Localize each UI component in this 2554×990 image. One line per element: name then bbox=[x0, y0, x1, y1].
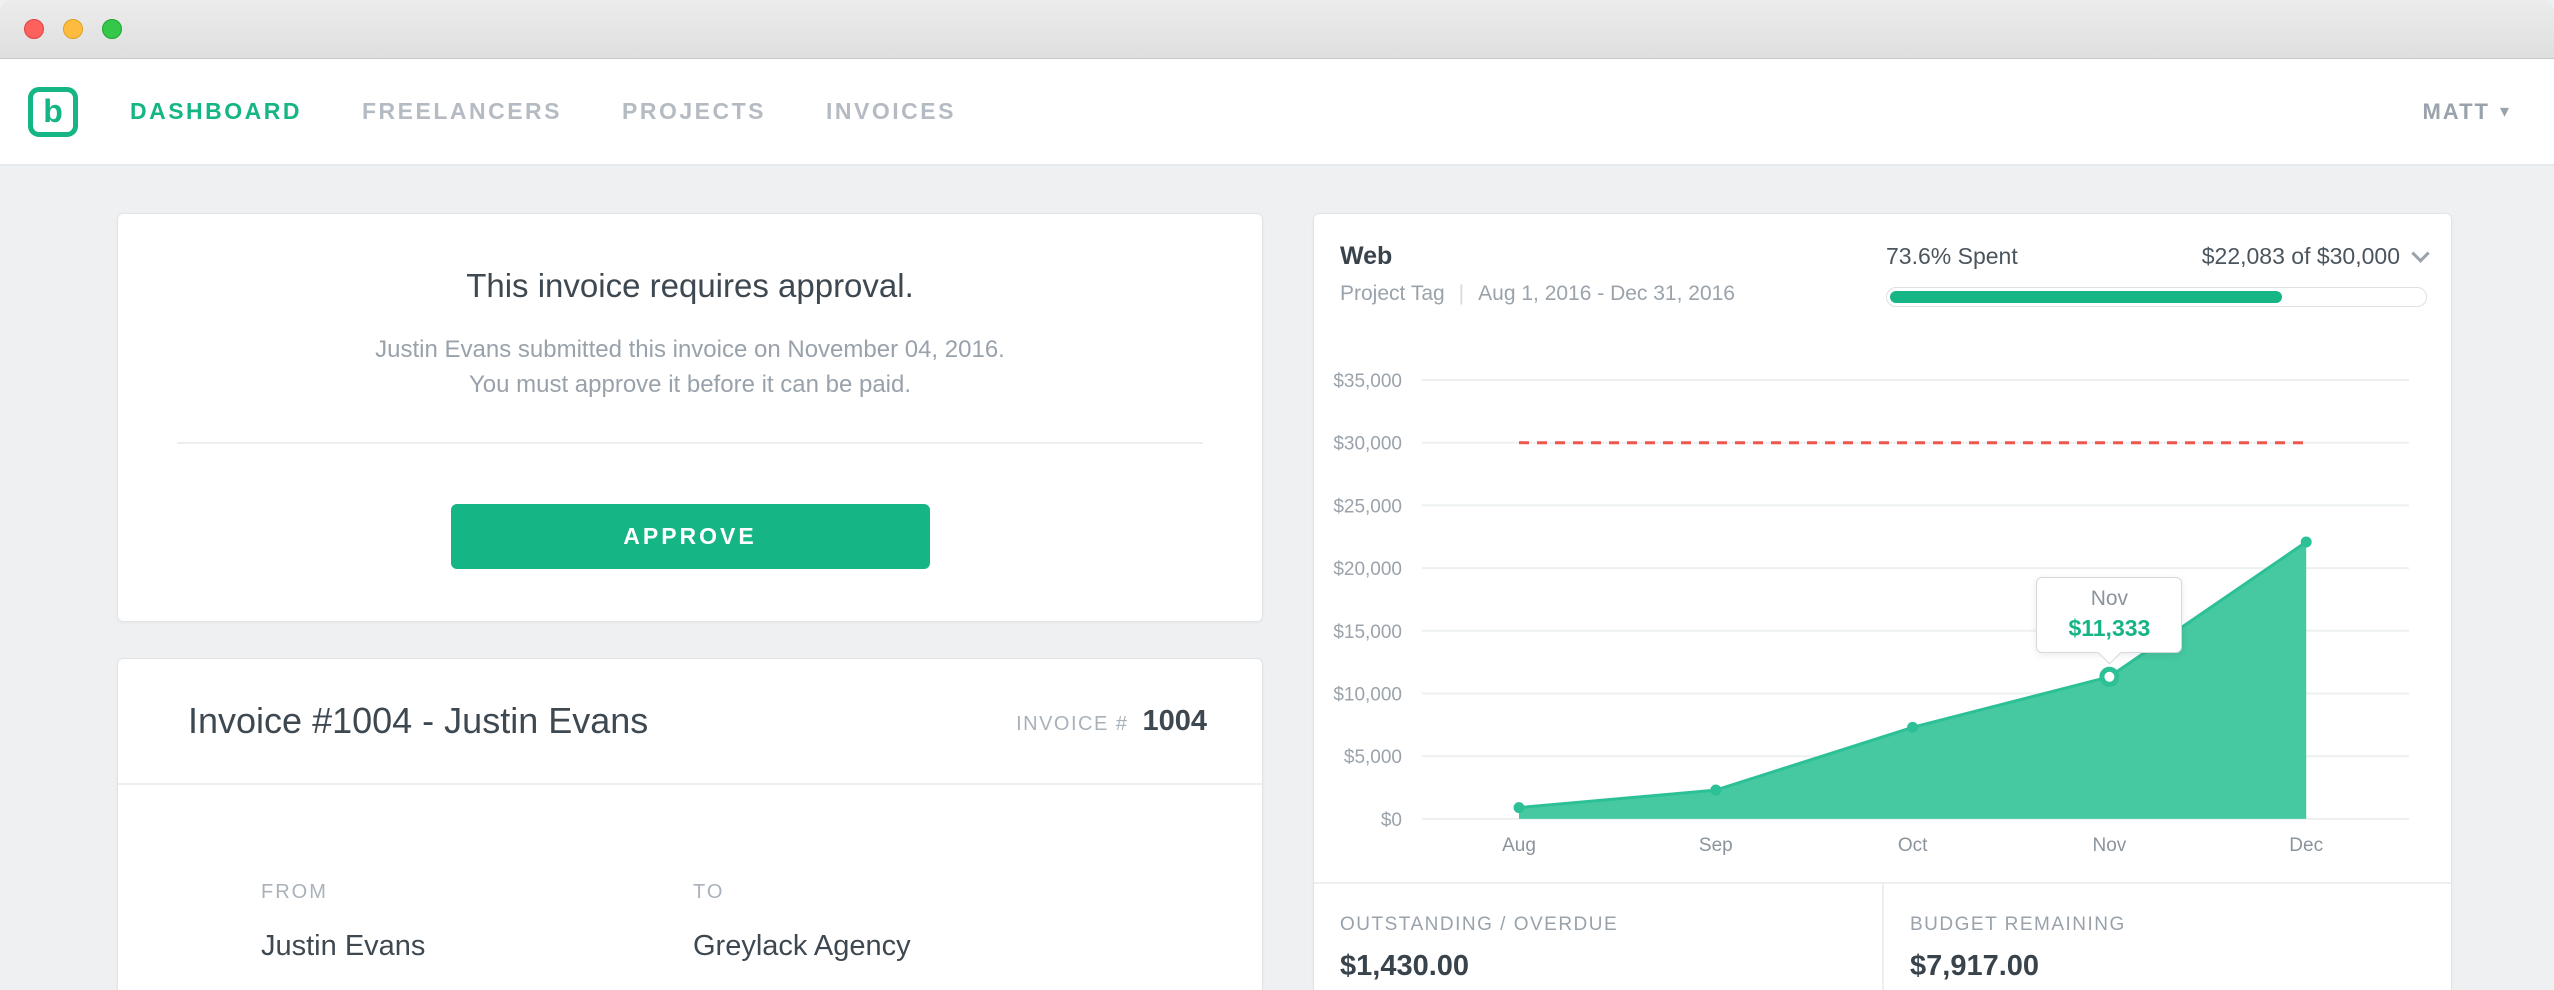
logo-icon: b bbox=[43, 92, 63, 129]
app-logo[interactable]: b bbox=[28, 86, 78, 137]
invoice-number-value: 1004 bbox=[1142, 704, 1207, 737]
stat-label: BUDGET REMAINING bbox=[1910, 914, 2126, 935]
svg-text:$35,000: $35,000 bbox=[1333, 371, 1402, 392]
stat-value: $1,430.00 bbox=[1340, 950, 1470, 982]
svg-text:$15,000: $15,000 bbox=[1333, 622, 1402, 643]
stat-item: BUDGET REMAINING $7,917.00 bbox=[1884, 884, 2451, 990]
svg-text:$0: $0 bbox=[1381, 810, 1402, 831]
to-name: Greylack Agency bbox=[693, 930, 911, 962]
chevron-down-icon bbox=[2411, 243, 2430, 263]
from-name: Justin Evans bbox=[261, 930, 426, 962]
top-nav: b DASHBOARD FREELANCERS PROJECTS INVOICES M… bbox=[0, 59, 2554, 166]
project-header: Web Project Tag | Aug 1, 2016 - Dec 31, … bbox=[1314, 214, 2451, 329]
spent-percent: 73.6% Spent bbox=[1886, 242, 2018, 269]
svg-text:$25,000: $25,000 bbox=[1333, 496, 1402, 517]
approval-line2: You must approve it before it can be pai… bbox=[468, 371, 912, 398]
budget-progress-bar bbox=[1886, 287, 2427, 307]
invoice-number: INVOICE # 1004 bbox=[1016, 705, 1207, 738]
invoice-card: Invoice #1004 - Justin Evans INVOICE # 1… bbox=[117, 658, 1263, 990]
invoice-from: FROM Justin Evans justin@evansmail.com bbox=[261, 881, 693, 990]
minimize-window-button[interactable] bbox=[63, 19, 83, 39]
invoice-to: TO Greylack Agency bbox=[693, 881, 1125, 990]
svg-text:Nov: Nov bbox=[2093, 835, 2127, 856]
invoice-header: Invoice #1004 - Justin Evans INVOICE # 1… bbox=[118, 659, 1262, 785]
nav-item-invoices[interactable]: INVOICES bbox=[826, 98, 956, 124]
stat-label: OUTSTANDING / OVERDUE bbox=[1340, 914, 1619, 935]
tooltip-value: $11,333 bbox=[2068, 614, 2151, 641]
approval-title: This invoice requires approval. bbox=[466, 267, 914, 304]
budget-summary: 73.6% Spent $22,083 of $30,000 bbox=[1886, 242, 2430, 329]
nav-item-dashboard[interactable]: DASHBOARD bbox=[130, 98, 302, 124]
approval-subtext: Justin Evans submitted this invoice on N… bbox=[177, 332, 1203, 402]
spent-row: 73.6% Spent $22,083 of $30,000 bbox=[1886, 242, 2430, 270]
svg-text:Aug: Aug bbox=[1502, 835, 1536, 856]
svg-text:$20,000: $20,000 bbox=[1333, 559, 1402, 580]
invoice-parties: FROM Justin Evans justin@evansmail.com T… bbox=[118, 785, 1262, 990]
stat-value: $7,917.00 bbox=[1910, 950, 2040, 982]
svg-text:$30,000: $30,000 bbox=[1333, 434, 1402, 455]
window-titlebar bbox=[0, 0, 2554, 59]
progress-fill bbox=[1890, 291, 2283, 303]
chevron-down-icon: ▾ bbox=[2499, 101, 2509, 121]
svg-text:Dec: Dec bbox=[2289, 835, 2323, 856]
nav-menu: DASHBOARD FREELANCERS PROJECTS INVOICES bbox=[130, 98, 2422, 125]
project-card: Web Project Tag | Aug 1, 2016 - Dec 31, … bbox=[1313, 213, 2452, 990]
project-meta: Project Tag | Aug 1, 2016 - Dec 31, 2016 bbox=[1340, 282, 1735, 306]
invoice-number-label: INVOICE # bbox=[1016, 712, 1129, 735]
project-name: Web bbox=[1340, 242, 1393, 270]
svg-text:Sep: Sep bbox=[1699, 835, 1733, 856]
approval-card: This invoice requires approval. Justin E… bbox=[117, 213, 1263, 622]
svg-text:$10,000: $10,000 bbox=[1333, 685, 1402, 706]
close-window-button[interactable] bbox=[24, 19, 44, 39]
approval-line1: Justin Evans submitted this invoice on N… bbox=[375, 336, 1005, 363]
to-label: TO bbox=[693, 881, 725, 903]
invoice-title: Invoice #1004 - Justin Evans bbox=[188, 700, 649, 741]
user-menu[interactable]: MATT ▾ bbox=[2422, 99, 2509, 125]
stat-item: OUTSTANDING / OVERDUE $1,430.00 bbox=[1314, 884, 1884, 990]
left-column: This invoice requires approval. Justin E… bbox=[117, 213, 1263, 990]
divider bbox=[177, 442, 1203, 444]
from-email: justin@evansmail.com bbox=[261, 987, 693, 990]
svg-text:Oct: Oct bbox=[1898, 835, 1928, 856]
zoom-window-button[interactable] bbox=[102, 19, 122, 39]
main-content: This invoice requires approval. Justin E… bbox=[0, 166, 2554, 990]
nav-item-freelancers[interactable]: FREELANCERS bbox=[362, 98, 563, 124]
chart-tooltip: Nov $11,333 bbox=[2036, 576, 2183, 653]
project-tag-label: Project Tag bbox=[1340, 282, 1445, 305]
from-label: FROM bbox=[261, 881, 328, 903]
project-stats: OUTSTANDING / OVERDUE $1,430.00 BUDGET REM… bbox=[1314, 882, 2451, 990]
spent-amount-dropdown[interactable]: $22,083 of $30,000 bbox=[2201, 242, 2430, 270]
approve-button[interactable]: APPROVE bbox=[450, 504, 930, 569]
user-name: MATT bbox=[2422, 98, 2490, 124]
spent-amount: $22,083 of $30,000 bbox=[2201, 242, 2400, 269]
tooltip-label: Nov bbox=[2090, 586, 2129, 610]
project-date-range: Aug 1, 2016 - Dec 31, 2016 bbox=[1478, 282, 1735, 305]
svg-text:$5,000: $5,000 bbox=[1344, 747, 1402, 768]
project-info: Web Project Tag | Aug 1, 2016 - Dec 31, … bbox=[1340, 242, 1735, 329]
area-chart-svg: $35,000 $30,000 $25,000 $20,000 $15,000 $10,0… bbox=[1333, 371, 2409, 856]
nav-item-projects[interactable]: PROJECTS bbox=[622, 98, 766, 124]
right-column: Web Project Tag | Aug 1, 2016 - Dec 31, … bbox=[1313, 213, 2452, 990]
meta-separator: | bbox=[1458, 282, 1465, 305]
spend-chart[interactable]: $35,000 $30,000 $25,000 $20,000 $15,000 $10,0… bbox=[1314, 329, 2451, 882]
